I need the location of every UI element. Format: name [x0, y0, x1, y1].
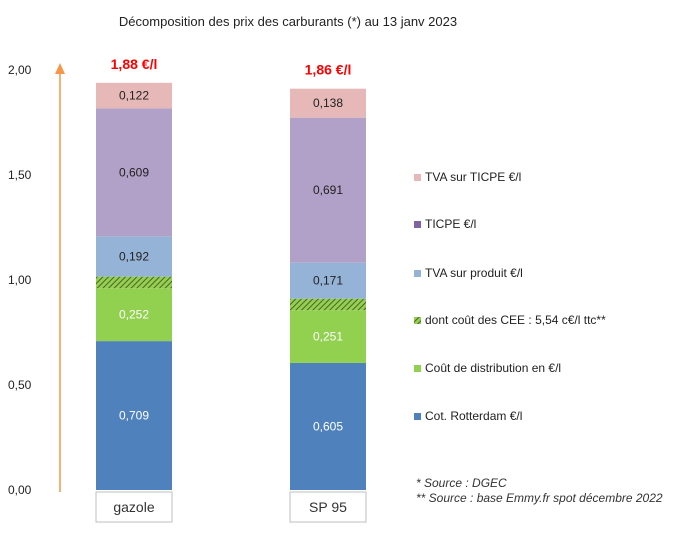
y-tick-label: 1,00	[8, 273, 32, 287]
chart-title: Décomposition des prix des carburants (*…	[119, 14, 457, 29]
arrow-head-icon	[55, 63, 65, 74]
legend-swatch	[414, 270, 421, 277]
category-box	[289, 491, 367, 523]
legend-label: TVA sur produit €/l	[425, 266, 523, 280]
legend-item: TVA sur TICPE €/l	[414, 170, 521, 184]
data-label: 0,252	[119, 308, 149, 322]
legend-item: Cot. Rotterdam €/l	[414, 409, 522, 423]
total-label: 1,86 €/l	[305, 62, 352, 78]
bar-segment	[290, 298, 366, 311]
data-label: 0,609	[119, 165, 149, 179]
legend-swatch	[414, 221, 421, 228]
data-label: 0,251	[313, 330, 343, 344]
legend-label: dont coût des CEE : 5,54 c€/l ttc**	[425, 313, 606, 327]
legend-swatch	[414, 365, 421, 372]
data-label: 0,709	[119, 409, 149, 423]
legend-label: Cot. Rotterdam €/l	[425, 409, 522, 423]
legend-label: Coût de distribution en €/l	[425, 361, 561, 375]
data-label: 0,691	[313, 183, 343, 197]
legend-item: TVA sur produit €/l	[414, 266, 523, 280]
y-tick-label: 1,50	[8, 168, 32, 182]
data-label: 0,171	[313, 274, 343, 288]
bar-segment	[290, 262, 366, 299]
source-note: ** Source : base Emmy.fr spot décembre 2…	[416, 491, 663, 505]
data-label: 0,138	[313, 96, 343, 110]
legend-item: Coût de distribution en €/l	[414, 361, 561, 375]
y-tick-label: 0,00	[8, 483, 32, 497]
bar-segment	[290, 88, 366, 118]
legend-label: TICPE €/l	[425, 217, 476, 231]
x-tick-label: SP 95	[309, 499, 347, 515]
bar-segment	[290, 362, 366, 490]
legend-label: TVA sur TICPE €/l	[425, 170, 521, 184]
data-label: 0,122	[119, 89, 149, 103]
bar-segment	[96, 236, 172, 277]
legend-item: TICPE €/l	[414, 217, 476, 231]
bar-segment	[290, 310, 366, 363]
y-tick-label: 0,50	[8, 378, 32, 392]
bar-segment	[96, 82, 172, 109]
category-box	[95, 491, 173, 523]
legend-swatch	[414, 413, 421, 420]
legend-swatch	[414, 317, 421, 324]
bar-segment	[96, 276, 172, 289]
legend-item: dont coût des CEE : 5,54 c€/l ttc**	[414, 313, 606, 327]
y-tick-label: 2,00	[8, 63, 32, 77]
total-label: 1,88 €/l	[111, 56, 158, 72]
x-tick-label: gazole	[113, 499, 154, 515]
legend-swatch	[414, 174, 421, 181]
bar-segment	[96, 288, 172, 342]
bar-segment	[290, 117, 366, 263]
bar-segment	[96, 108, 172, 237]
bar-stack: 0,605 0,251 0,171 0,691 0,138 1,86 €/l SP 95	[289, 62, 367, 523]
source-note: * Source : DGEC	[416, 476, 507, 490]
data-label: 0,192	[119, 249, 149, 263]
bar-stack: 0,709 0,252 0,192 0,609 0,122 1,88 €/l gazole	[95, 56, 173, 523]
bar-segment	[96, 341, 172, 490]
data-label: 0,605	[313, 419, 343, 433]
